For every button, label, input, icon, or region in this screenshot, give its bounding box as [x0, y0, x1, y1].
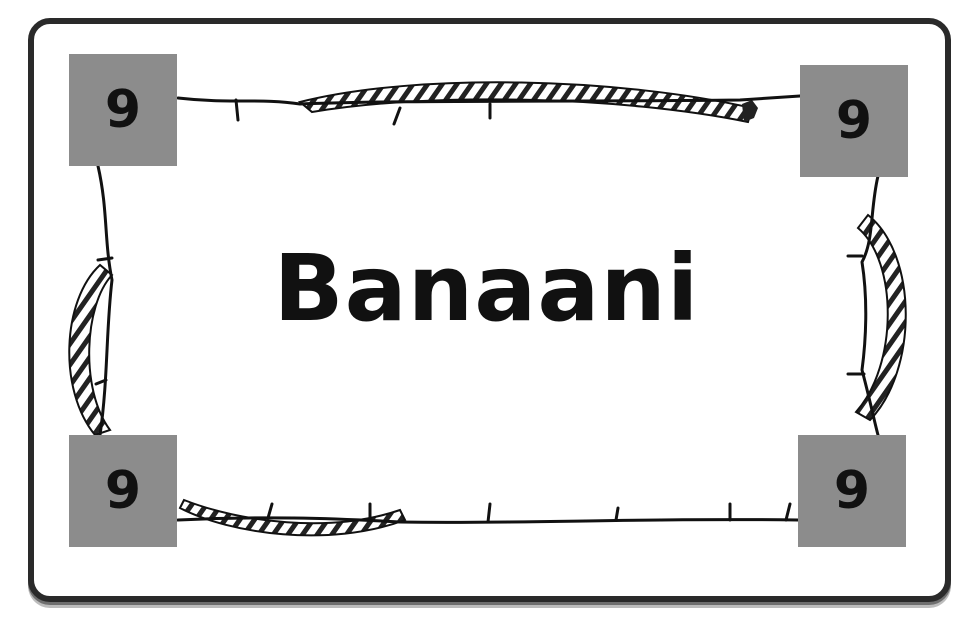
corner-value-top-right: 9 — [800, 65, 908, 177]
corner-value-bottom-right: 9 — [798, 435, 906, 547]
corner-value-bottom-left: 9 — [69, 435, 177, 547]
card-word: Banaani — [0, 235, 973, 342]
corner-value-top-left: 9 — [69, 54, 177, 166]
